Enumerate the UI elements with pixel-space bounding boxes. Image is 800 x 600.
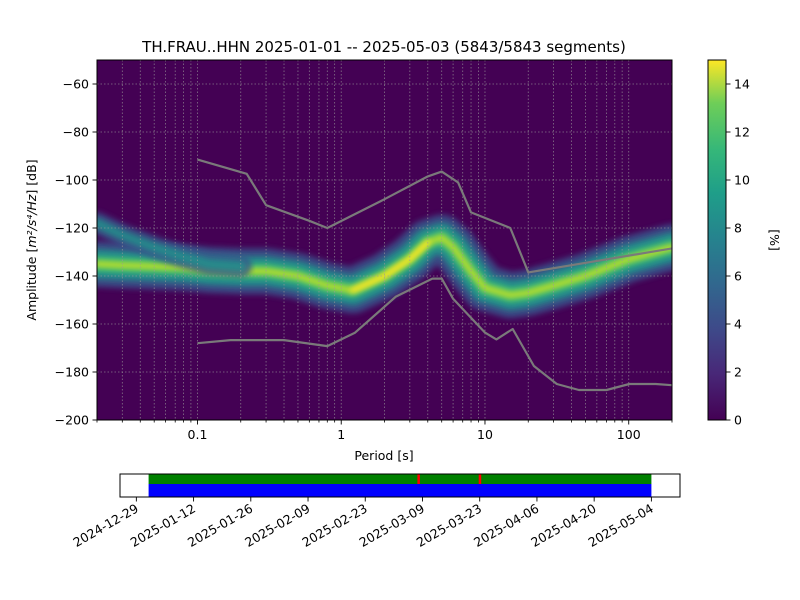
y-tick-label: −60 (63, 77, 89, 92)
x-tick-label: 1 (337, 427, 345, 442)
timeline-blue-bar (148, 484, 652, 497)
colorbar-tick-label: 2 (734, 365, 742, 380)
chart-title: TH.FRAU..HHN 2025-01-01 -- 2025-05-03 (5… (141, 38, 626, 56)
colorbar-label: [%] (767, 229, 782, 251)
colorbar-tick-label: 14 (734, 77, 750, 92)
y-axis-label: Amplitude [m²/s⁴/Hz] [dB] (24, 159, 39, 320)
noise-models (197, 158, 672, 392)
timeline-frame (119, 473, 681, 498)
colorbar-tick-label: 6 (734, 269, 742, 284)
y-tick-label: −180 (55, 365, 89, 380)
timeline-markers (417, 474, 482, 484)
colorbar-tick-label: 0 (734, 413, 742, 428)
colorbar-tick-label: 8 (734, 221, 742, 236)
x-tick-label: 10 (477, 427, 493, 442)
y-axis-label-suffix: ] [dB] (24, 159, 39, 194)
timeline-ticks: 2024-12-292025-01-122025-01-262025-02-09… (70, 497, 656, 550)
high-noise-model-line (197, 158, 672, 274)
colorbar-tick-label: 4 (734, 317, 742, 332)
y-tick-label: −80 (63, 125, 89, 140)
y-tick-label: −160 (55, 317, 89, 332)
x-axis-ticks: 0.1 1 10 100 (96, 420, 673, 442)
colorbar-tick-label: 10 (734, 173, 750, 188)
timeline-green-bar (148, 474, 652, 484)
low-noise-model-line (197, 277, 672, 392)
colorbar: 0 2 4 6 8 10 12 14 [%] (707, 59, 782, 428)
x-tick-label: 100 (617, 427, 641, 442)
y-tick-label: −140 (55, 269, 89, 284)
y-axis-ticks: −60 −80 −100 −120 −140 −160 −180 −200 (55, 77, 97, 428)
x-tick-label: 0.1 (188, 427, 208, 442)
timeline-plot: 2024-12-292025-01-122025-01-262025-02-09… (70, 473, 681, 550)
colorbar-gradient (707, 59, 727, 421)
y-tick-label: −120 (55, 221, 89, 236)
y-tick-label: −100 (55, 173, 89, 188)
x-axis-label: Period [s] (354, 448, 413, 463)
colorbar-ticks: 0 2 4 6 8 10 12 14 (726, 77, 750, 428)
colorbar-tick-label: 12 (734, 125, 750, 140)
timeline-marker (478, 474, 482, 484)
psd-density-bands (97, 212, 672, 319)
timeline-marker (417, 474, 420, 484)
psd-peak-band (350, 239, 431, 293)
y-axis-label-prefix: Amplitude [ (24, 248, 39, 321)
y-tick-label: −200 (55, 413, 89, 428)
y-axis-label-unit: m²/s⁴/Hz (24, 194, 39, 248)
psd-secondary-band-1 (97, 218, 246, 272)
plot-grid (97, 60, 672, 420)
timeline-tick-label: 2025-05-04 (585, 501, 655, 550)
heatmap-plot-area (96, 59, 673, 421)
